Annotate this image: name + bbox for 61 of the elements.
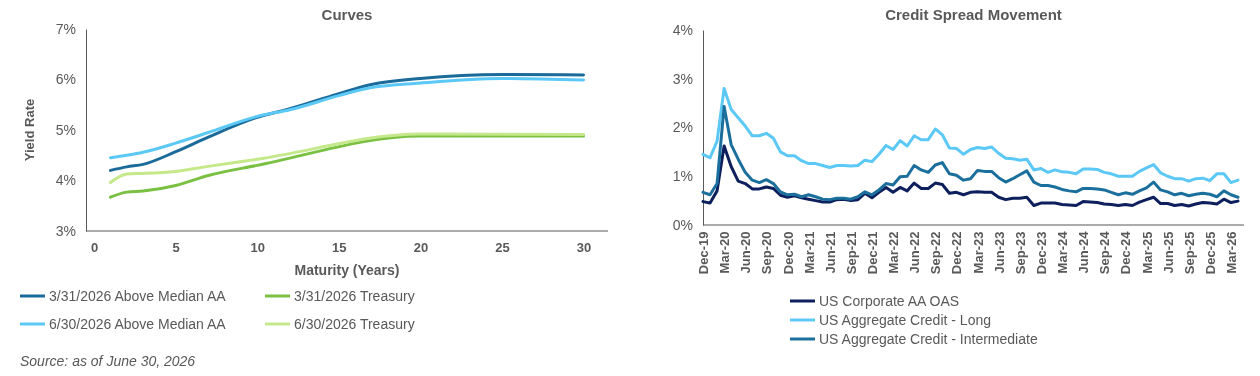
- y-tick-label: 0%: [672, 216, 693, 233]
- x-tick-label: Sep-21: [843, 231, 859, 275]
- y-tick-label: 3%: [55, 222, 76, 239]
- y-tick-label: 7%: [55, 20, 76, 37]
- x-axis-title: Maturity (Years): [294, 262, 400, 278]
- x-tick-label: 5: [172, 240, 180, 256]
- x-tick-label: 15: [332, 240, 347, 256]
- chart-title: Curves: [321, 6, 373, 23]
- x-tick-label: Dec-21: [865, 231, 880, 275]
- line-series: [701, 105, 1240, 202]
- x-tick-label: Dec-23: [1033, 231, 1049, 275]
- x-tick-label: Mar-20: [717, 231, 733, 274]
- x-tick-label: Mar-25: [1139, 231, 1155, 274]
- x-tick-label: 30: [576, 240, 592, 256]
- y-tick-label: 3%: [672, 70, 693, 87]
- legend-label: US Aggregate Credit - Intermediate: [819, 330, 1038, 347]
- line-series: [108, 134, 586, 199]
- x-tick-label: Dec-22: [949, 231, 965, 275]
- x-tick-label: Jun-25: [1160, 231, 1176, 274]
- x-tick-label: 10: [250, 240, 266, 256]
- line-series: [701, 144, 1240, 208]
- legend-label: 6/30/2026 Treasury: [294, 315, 415, 332]
- line-series: [701, 87, 1240, 185]
- legend-label: US Aggregate Credit - Long: [819, 311, 991, 328]
- y-tick-label: 4%: [55, 172, 76, 189]
- source-note: Source: as of June 30, 2026: [20, 353, 196, 369]
- x-tick-label: Mar-21: [801, 231, 817, 274]
- y-axis-title: Yield Rate: [22, 98, 37, 162]
- legend-label: US Corporate AA OAS: [819, 292, 960, 309]
- y-tick-label: 1%: [672, 168, 693, 185]
- x-tick-label: Sep-22: [928, 231, 944, 275]
- y-tick-label: 5%: [55, 121, 76, 138]
- x-tick-label: Dec-19: [696, 231, 712, 275]
- chart-title: Credit Spread Movement: [885, 6, 1062, 23]
- y-tick-label: 6%: [55, 71, 76, 88]
- x-tick-label: 20: [413, 240, 429, 256]
- legend-label: 3/31/2026 Treasury: [294, 287, 415, 304]
- x-tick-label: Jun-21: [822, 231, 838, 274]
- x-tick-label: Sep-23: [1012, 231, 1028, 275]
- x-tick-label: Sep-24: [1097, 230, 1113, 275]
- x-tick-label: Mar-22: [886, 231, 902, 274]
- x-tick-label: Jun-22: [907, 231, 923, 274]
- x-tick-label: Mar-24: [1055, 230, 1071, 274]
- x-tick-label: Dec-25: [1202, 231, 1218, 275]
- x-tick-label: Mar-26: [1224, 231, 1240, 274]
- line-series: [108, 76, 586, 160]
- x-tick-label: Jun-24: [1076, 230, 1092, 274]
- y-tick-label: 4%: [672, 21, 693, 38]
- legend-label: 3/31/2026 Above Median AA: [49, 287, 227, 304]
- x-tick-label: Sep-25: [1181, 231, 1197, 275]
- legend-label: 6/30/2026 Above Median AA: [49, 315, 227, 332]
- y-tick-label: 2%: [672, 119, 693, 136]
- x-tick-label: Jun-20: [738, 231, 754, 274]
- x-tick-label: Jun-23: [991, 231, 1007, 274]
- x-tick-label: Dec-20: [780, 231, 796, 275]
- line-series: [108, 132, 586, 185]
- x-tick-label: Dec-24: [1118, 230, 1134, 275]
- x-tick-label: Mar-23: [970, 231, 986, 274]
- x-tick-label: Sep-20: [759, 231, 775, 275]
- x-tick-label: 0: [91, 240, 99, 256]
- x-tick-label: 25: [495, 240, 510, 256]
